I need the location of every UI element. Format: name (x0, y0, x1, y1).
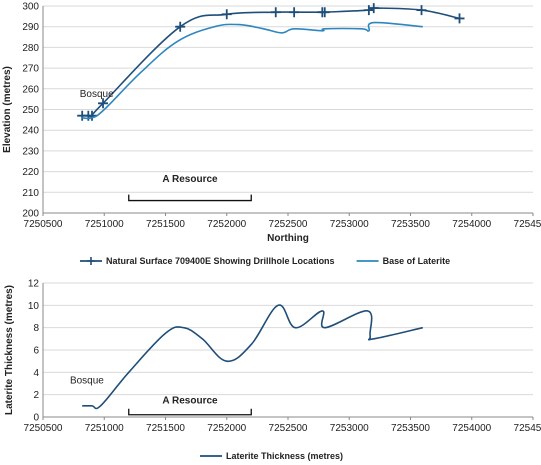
data-point-marker (416, 5, 427, 16)
data-point-marker (319, 7, 330, 18)
resource-annotation: A Resource (162, 174, 218, 185)
legend-label: Laterite Thickness (metres) (226, 451, 343, 461)
legend-label: Natural Surface 709400E Showing Drillhol… (106, 256, 335, 266)
x-tick-label: 7254000 (452, 219, 491, 230)
y-tick-label: 270 (22, 64, 39, 75)
x-tick-label: 7253500 (391, 423, 430, 434)
elevation-chart: 200 210 220 230 240 250 260 270 280 290 300 7250500… (2, 2, 541, 267)
data-point-marker (221, 9, 232, 20)
data-point-marker (363, 5, 374, 16)
y-tick-label: 290 (22, 22, 39, 33)
x-tick-label: 7251500 (146, 219, 185, 230)
legend-label: Base of Laterite (383, 256, 451, 266)
x-tick-label: 7252000 (207, 219, 246, 230)
y-axis-title: Laterite Thickness (metres) (4, 285, 15, 415)
x-tick-label: 7252000 (207, 423, 246, 434)
x-tick-label: 7254500 (514, 423, 541, 434)
x-tick-label: 7253000 (330, 423, 369, 434)
y-tick-label: 220 (22, 167, 39, 178)
y-tick-label: 240 (22, 126, 39, 137)
legend-item: Base of Laterite (356, 256, 451, 266)
y-tick-label: 8 (33, 323, 39, 334)
x-tick-label: 7252500 (269, 219, 308, 230)
resource-bracket (128, 194, 252, 202)
x-tick-label: 7251500 (146, 423, 185, 434)
x-tick-label: 7250500 (24, 219, 63, 230)
resource-annotation: A Resource (162, 396, 218, 407)
bosque-annotation: Bosque (80, 89, 114, 100)
y-tick-label: 260 (22, 84, 39, 95)
y-tick-label: 210 (22, 188, 39, 199)
series-line (82, 21, 423, 120)
data-point-marker (368, 3, 379, 14)
y-tick-label: 0 (33, 413, 39, 424)
y-axis-title: Elevation (metres) (2, 66, 13, 153)
y-tick-label: 280 (22, 43, 39, 54)
x-tick-label: 7253500 (391, 219, 430, 230)
x-tick-label: 7252500 (269, 423, 308, 434)
x-axis-title: Northing (267, 233, 309, 244)
y-tick-label: 230 (22, 146, 39, 157)
data-point-marker (289, 7, 300, 18)
resource-bracket (128, 408, 252, 416)
x-tick-label: 7254500 (514, 219, 541, 230)
legend-item: Natural Surface 709400E Showing Drillhol… (80, 256, 335, 266)
x-tick-label: 7251000 (85, 423, 124, 434)
y-tick-label: 300 (22, 2, 39, 13)
y-tick-label: 6 (33, 346, 39, 357)
x-tick-label: 7250500 (24, 423, 63, 434)
y-tick-label: 2 (33, 390, 39, 401)
y-tick-label: 250 (22, 105, 39, 116)
x-tick-label: 7251000 (85, 219, 124, 230)
laterite-thickness-chart: 0 2 4 6 8 10 12 7250500 7251000 7251500 7252000 725… (4, 279, 541, 462)
legend-marker (87, 257, 95, 265)
y-tick-label: 200 (22, 209, 39, 220)
y-tick-label: 10 (28, 301, 40, 312)
x-tick-label: 7254000 (452, 423, 491, 434)
legend-item: Laterite Thickness (metres) (200, 451, 343, 461)
data-point-marker (98, 98, 109, 109)
data-point-marker (175, 21, 186, 32)
bosque-annotation: Bosque (70, 376, 104, 387)
y-tick-label: 12 (28, 279, 40, 290)
data-point-marker (454, 13, 465, 24)
y-tick-label: 4 (33, 368, 39, 379)
data-point-marker (270, 7, 281, 18)
series-line (82, 304, 423, 410)
x-tick-label: 7253000 (330, 219, 369, 230)
